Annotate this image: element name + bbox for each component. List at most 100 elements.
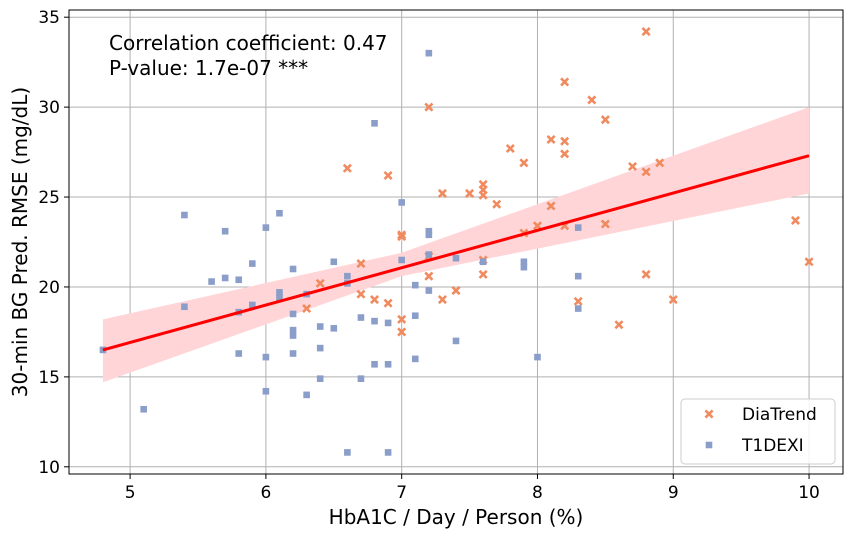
t1dexi-point-19 (289, 310, 297, 318)
diatrend-point-19 (478, 190, 488, 200)
t1dexi-point-49 (425, 251, 433, 258)
x-tick-label-9: 9 (668, 483, 679, 503)
confidence-band (102, 107, 810, 383)
diatrend-point-7 (397, 232, 407, 242)
t1dexi-point-39 (384, 360, 392, 368)
t1dexi-point-36 (371, 317, 378, 325)
t1dexi-point-33 (357, 314, 365, 321)
diatrend-point-27 (546, 134, 556, 145)
p-value-annotation: P-value: 1.7e-07 *** (109, 56, 308, 80)
t1dexi-point-59 (574, 305, 582, 312)
t1dexi-point-54 (520, 258, 528, 266)
confidence-band-layer (102, 107, 810, 383)
diatrend-point-31 (560, 149, 570, 159)
t1dexi-point-51 (452, 254, 460, 262)
diatrend-point-24 (519, 158, 529, 168)
t1dexi-point-18 (289, 265, 297, 273)
diatrend-point-37 (614, 320, 624, 330)
t1dexi-point-26 (316, 344, 324, 352)
diatrend-point-4 (383, 170, 393, 180)
t1dexi-point-41 (398, 199, 405, 206)
legend: DiaTrend T1DEXI (680, 398, 836, 465)
y-tick-label-25: 25 (38, 188, 60, 208)
diatrend-point-36 (600, 219, 610, 229)
t1dexi-point-35 (371, 120, 378, 127)
y-tick-label-20: 20 (38, 278, 60, 298)
t1dexi-point-58 (574, 272, 582, 280)
t1dexi-point-21 (289, 332, 297, 339)
x-axis-label: HbA1C / Day / Person (%) (329, 505, 584, 529)
t1dexi-point-45 (411, 355, 419, 363)
diatrend-point-35 (600, 115, 610, 125)
t1dexi-point-14 (262, 387, 270, 395)
t1dexi-point-57 (574, 224, 582, 231)
diatrend-point-14 (437, 295, 447, 305)
diatrend-point-3 (370, 295, 380, 305)
t1dexi-point-5 (221, 227, 229, 235)
correlation-annotation: Correlation coefficient: 0.47 (109, 31, 388, 55)
t1dexi-point-48 (425, 231, 433, 239)
diatrend-point-43 (668, 295, 678, 305)
x-tick-label-5: 5 (125, 483, 136, 503)
diatrend-point-28 (546, 201, 556, 211)
diatrend-point-38 (628, 161, 638, 171)
t1dexi-point-27 (316, 375, 324, 382)
t1dexi-point-6 (221, 274, 229, 282)
diatrend-point-45 (804, 257, 814, 267)
diatrend-point-47 (315, 278, 325, 288)
diatrend-point-13 (437, 188, 447, 198)
t1dexi-point-42 (398, 256, 405, 264)
regression-line (102, 154, 810, 352)
diatrend-point-5 (383, 298, 393, 308)
diatrend-point-1 (356, 259, 366, 269)
t1dexi-point-2 (181, 211, 188, 219)
diatrend-point-34 (587, 95, 597, 105)
diatrend-point-41 (641, 269, 651, 279)
x-axis-ticks: 5 6 7 8 9 10 (125, 474, 820, 503)
t1dexi-point-4 (208, 278, 215, 285)
t1dexi-point-1 (140, 405, 147, 413)
t1dexi-point-38 (384, 319, 392, 327)
x-tick-label-6: 6 (260, 483, 271, 503)
diatrend-point-10 (424, 102, 434, 112)
diatrend-point-8 (397, 314, 407, 324)
legend-marker-diatrend (704, 409, 714, 419)
y-tick-label-15: 15 (38, 368, 60, 388)
y-tick-label-10: 10 (38, 458, 60, 478)
diatrend-point-9 (397, 327, 407, 337)
regression-line-layer (102, 154, 810, 352)
diatrend-point-22 (492, 199, 502, 209)
x-tick-label-10: 10 (798, 483, 820, 503)
t1dexi-point-29 (330, 325, 338, 332)
y-tick-label-35: 35 (38, 8, 60, 28)
legend-label-t1dexi: T1DEXI (741, 436, 804, 456)
diatrend-point-44 (790, 215, 800, 225)
t1dexi-point-32 (344, 449, 351, 456)
diatrend-point-40 (641, 167, 651, 177)
t1dexi-point-7 (235, 276, 243, 284)
t1dexi-point-20 (289, 326, 297, 334)
diatrend-point-21 (478, 269, 488, 279)
t1dexi-point-50 (425, 287, 433, 294)
x-tick-label-8: 8 (532, 483, 543, 503)
t1dexi-point-16 (276, 289, 283, 296)
diatrend-point-16 (465, 188, 475, 198)
t1dexi-point-24 (303, 391, 310, 399)
diatrend-point-12 (424, 271, 434, 281)
plot-frame (68, 9, 844, 475)
t1dexi-point-25 (316, 323, 324, 330)
diatrend-point-46 (302, 304, 312, 314)
t1dexi-point-9 (235, 350, 243, 357)
t1dexi-point-15 (276, 209, 283, 217)
t1dexi-point-12 (262, 224, 270, 231)
diatrend-point-23 (505, 143, 515, 154)
t1dexi-point-44 (411, 312, 419, 320)
legend-marker-t1dexi (705, 441, 713, 449)
legend-marker-square (705, 441, 713, 449)
t1dexi-point-22 (289, 350, 297, 357)
t1dexi-point-37 (371, 360, 378, 368)
y-axis-ticks: 10 15 20 25 30 35 (38, 8, 69, 478)
t1dexi-point-43 (411, 281, 419, 289)
